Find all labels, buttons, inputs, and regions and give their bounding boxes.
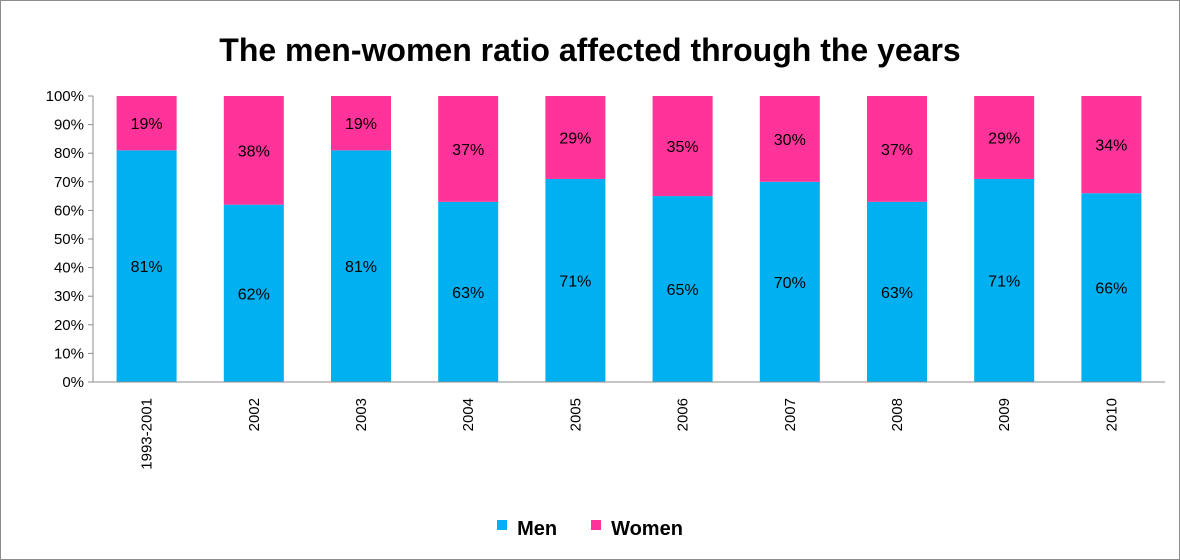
- x-tick-label: 2004: [460, 398, 477, 431]
- x-tick-label: 2009: [996, 398, 1013, 431]
- legend-swatch-men: [497, 519, 508, 530]
- y-tick-label: 70%: [54, 174, 84, 191]
- x-tick-label: 2005: [567, 398, 584, 431]
- data-label-men: 71%: [988, 273, 1020, 290]
- y-tick-label: 50%: [54, 231, 84, 248]
- legend: Men Women: [0, 518, 1180, 541]
- bar-women: [652, 96, 713, 197]
- x-tick-label: 2010: [1103, 398, 1120, 431]
- bar-women: [759, 96, 820, 182]
- y-tick-label: 30%: [54, 288, 84, 305]
- bar-men: [759, 181, 820, 382]
- data-label-women: 19%: [131, 116, 163, 133]
- data-label-men: 81%: [345, 259, 377, 276]
- bar-women: [331, 96, 391, 151]
- bar-men: [545, 178, 606, 382]
- legend-swatch-women: [591, 519, 602, 530]
- bar-women: [438, 96, 499, 202]
- data-label-men: 63%: [452, 285, 484, 302]
- data-label-women: 29%: [988, 130, 1020, 147]
- data-label-women: 37%: [881, 142, 913, 159]
- data-label-women: 29%: [559, 130, 591, 147]
- y-tick-label: 40%: [54, 260, 84, 277]
- data-label-women: 19%: [345, 116, 377, 133]
- y-tick-label: 90%: [54, 117, 84, 134]
- bar-men: [867, 201, 927, 382]
- data-label-men: 70%: [774, 275, 806, 292]
- bar-women: [116, 96, 177, 151]
- x-tick-label: 1993-2001: [139, 398, 156, 470]
- bar-men: [331, 150, 391, 382]
- bar-women: [974, 96, 1035, 179]
- y-tick-label: 100%: [46, 88, 84, 105]
- data-label-men: 63%: [881, 285, 913, 302]
- bar-women: [867, 96, 927, 202]
- x-axis: 1993-2001 2002 2003 2004 2005 2006 2007 2008 200…: [93, 381, 1165, 470]
- data-label-men: 81%: [131, 259, 163, 276]
- bar-men: [438, 201, 499, 382]
- data-label-men: 71%: [559, 273, 591, 290]
- data-label-women: 35%: [667, 139, 699, 156]
- x-tick-label: 2007: [782, 398, 799, 431]
- bar-women: [223, 96, 284, 205]
- y-axis: 0% 10% 20% 30% 40% 50% 60% 70% 80% 90% 100%: [46, 88, 94, 391]
- data-label-men: 66%: [1095, 281, 1127, 298]
- data-label-women: 38%: [238, 143, 270, 160]
- legend-item-women: Women: [591, 518, 683, 541]
- y-tick-label: 20%: [54, 317, 84, 334]
- y-tick-label: 10%: [54, 345, 84, 362]
- data-label-men: 62%: [238, 286, 270, 303]
- data-label-women: 37%: [452, 142, 484, 159]
- bar-women: [1081, 96, 1142, 194]
- bar-men: [116, 150, 177, 382]
- legend-label-women: Women: [611, 518, 683, 540]
- bar-men: [223, 204, 284, 382]
- x-tick-label: 2008: [889, 398, 906, 431]
- y-tick-label: 0%: [62, 374, 84, 391]
- y-tick-label: 60%: [54, 202, 84, 219]
- chart-title: The men-women ratio affected through the…: [219, 32, 961, 68]
- x-tick-label: 2003: [353, 398, 370, 431]
- data-label-men: 65%: [667, 282, 699, 299]
- legend-label-men: Men: [517, 518, 558, 540]
- x-tick-label: 2002: [246, 398, 263, 431]
- bar-women: [545, 96, 606, 179]
- x-tick-label: 2006: [675, 398, 692, 431]
- y-tick-label: 80%: [54, 145, 84, 162]
- bar-men: [974, 178, 1035, 382]
- bars: 81% 19% 62% 38% 81% 19% 63% 37% 71% 29% 65% 35% 70% 3…: [116, 96, 1142, 382]
- data-label-women: 30%: [774, 132, 806, 149]
- legend-item-men: Men: [497, 518, 557, 541]
- data-label-women: 34%: [1095, 138, 1127, 155]
- bar-men: [1081, 193, 1142, 382]
- bar-men: [652, 196, 713, 382]
